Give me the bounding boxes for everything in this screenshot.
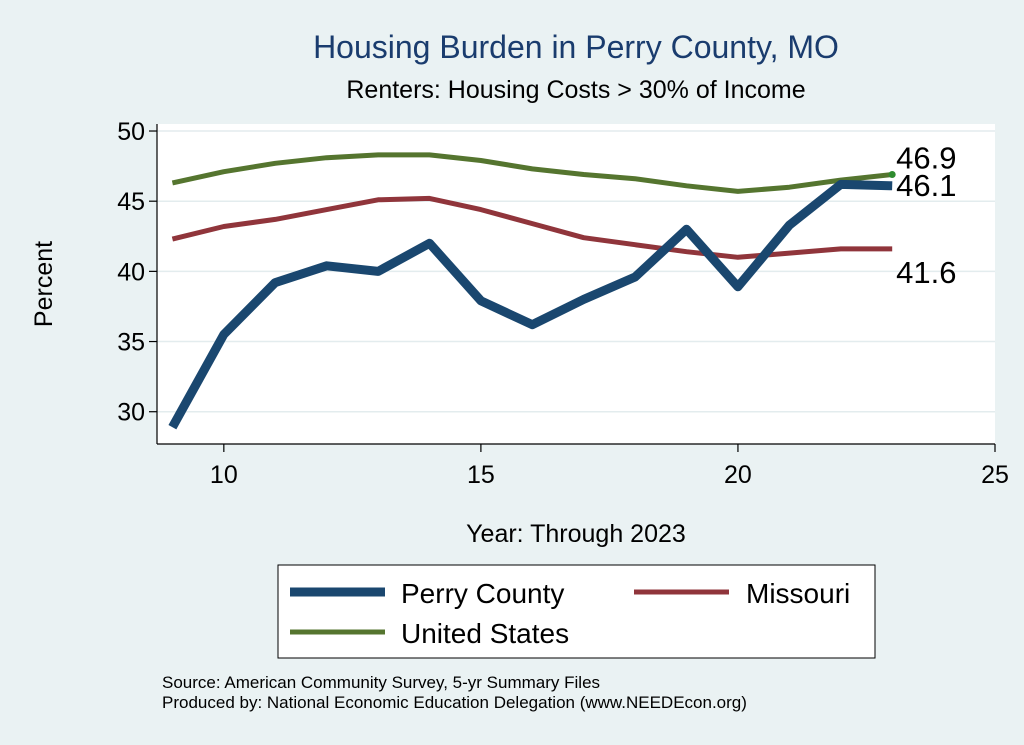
- y-tick-label: 40: [117, 258, 145, 286]
- x-tick-label: 25: [981, 461, 1009, 489]
- y-tick-label: 45: [117, 188, 145, 216]
- legend-label-missouri: Missouri: [746, 578, 850, 609]
- end-label-missouri: 41.6: [896, 255, 956, 290]
- end-label-perry-county: 46.1: [896, 168, 956, 203]
- x-tick-label: 20: [724, 461, 752, 489]
- legend: Perry County Missouri United States: [277, 564, 876, 659]
- series-lines: [168, 152, 893, 430]
- series-line-united-states: [171, 152, 893, 194]
- end-label-united-states: 46.9: [896, 141, 956, 176]
- y-tick-label: 50: [117, 118, 145, 146]
- end-labels: 46.1 41.6 46.9: [888, 141, 957, 290]
- legend-box: [277, 564, 876, 659]
- y-tick-label: 30: [117, 399, 145, 427]
- x-tick-label: 10: [210, 461, 238, 489]
- x-axis-title: Year: Through 2023: [466, 520, 686, 548]
- producer-note: Produced by: National Economic Education…: [162, 693, 747, 712]
- series-line-perry-county: [168, 179, 893, 430]
- y-axis-title: Percent: [30, 241, 58, 327]
- y-tick-label: 35: [117, 329, 145, 357]
- x-tick-label: 15: [467, 461, 495, 489]
- end-marker-united-states: [888, 171, 896, 179]
- legend-label-united-states: United States: [401, 618, 569, 649]
- source-note: Source: American Community Survey, 5-yr …: [162, 673, 600, 692]
- series-line-missouri: [171, 195, 893, 260]
- y-axis-ticks: 30 35 40 45 50: [117, 118, 157, 427]
- chart-subtitle: Renters: Housing Costs > 30% of Income: [346, 76, 805, 104]
- legend-label-perry-county: Perry County: [401, 578, 564, 609]
- x-axis-ticks: 10 15 20 25: [210, 444, 1009, 489]
- chart-title: Housing Burden in Perry County, MO: [313, 29, 839, 65]
